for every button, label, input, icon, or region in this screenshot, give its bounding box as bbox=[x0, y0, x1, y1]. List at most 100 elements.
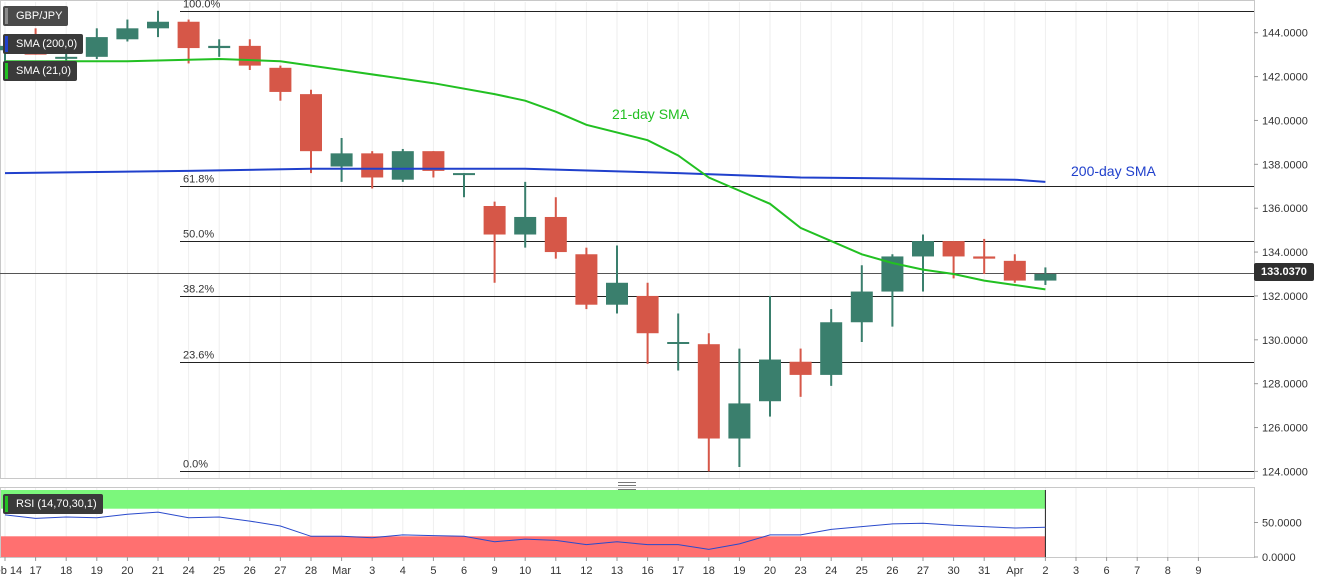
candle-body bbox=[789, 361, 812, 375]
x-tick-label: 20 bbox=[121, 565, 133, 577]
x-tick-label: 3 bbox=[369, 565, 375, 577]
axes: Feb 1417181920212425262728Mar34569101112… bbox=[0, 28, 1308, 577]
x-tick-label: 7 bbox=[1134, 565, 1140, 577]
symbol-label: GBP/JPY bbox=[3, 6, 69, 26]
candle-body bbox=[728, 403, 751, 439]
x-tick-label: 26 bbox=[244, 565, 256, 577]
rsi-overbought-zone bbox=[1, 490, 1046, 509]
sma200-annotation: 200-day SMA bbox=[1071, 163, 1156, 179]
y-tick-label: 132.0000 bbox=[1262, 291, 1308, 303]
fib-label: 100.0% bbox=[183, 0, 221, 11]
candle-body bbox=[116, 28, 139, 40]
candle-body bbox=[575, 254, 598, 305]
x-tick-label: 13 bbox=[611, 565, 623, 577]
x-tick-label: 28 bbox=[305, 565, 317, 577]
sma200-swatch bbox=[5, 36, 8, 52]
rsi-oversold-zone bbox=[1, 536, 1046, 557]
candle-body bbox=[697, 344, 720, 439]
x-tick-label: 23 bbox=[794, 565, 806, 577]
candle-body bbox=[606, 282, 628, 305]
x-tick-label: 25 bbox=[213, 565, 225, 577]
x-tick-label: 30 bbox=[947, 565, 959, 577]
candle-body bbox=[881, 256, 904, 292]
y-tick-label: 144.0000 bbox=[1262, 28, 1308, 40]
pane-resize-handle[interactable] bbox=[618, 482, 636, 490]
x-tick-label: 19 bbox=[91, 565, 103, 577]
x-tick-label: 27 bbox=[274, 565, 286, 577]
x-tick-label: 6 bbox=[461, 565, 467, 577]
candle-body bbox=[820, 322, 843, 375]
candle-body bbox=[85, 37, 108, 57]
x-tick-label: 24 bbox=[825, 565, 837, 577]
candle-body bbox=[238, 45, 261, 66]
candle-body bbox=[208, 45, 231, 49]
candle-body bbox=[483, 206, 506, 235]
y-tick-label: 142.0000 bbox=[1262, 72, 1308, 84]
grid bbox=[0, 0, 1255, 558]
candle-body bbox=[973, 256, 996, 259]
rsi-y-tick-label: 50.0000 bbox=[1262, 518, 1302, 530]
y-tick-label: 126.0000 bbox=[1262, 423, 1308, 435]
x-tick-label: 25 bbox=[856, 565, 868, 577]
y-tick-label: 124.0000 bbox=[1262, 466, 1308, 478]
sma200-line bbox=[4, 167, 1046, 183]
annotations: 21-day SMA 200-day SMA bbox=[612, 106, 1156, 179]
x-tick-label: Mar bbox=[332, 565, 351, 577]
candle-body bbox=[1003, 260, 1026, 281]
x-tick-label: 16 bbox=[641, 565, 653, 577]
x-tick-label: 9 bbox=[492, 565, 498, 577]
candle-body bbox=[514, 216, 537, 235]
rsi-legend[interactable]: RSI (14,70,30,1) bbox=[3, 494, 103, 514]
fib-label: 61.8% bbox=[183, 174, 214, 186]
x-tick-label: 21 bbox=[152, 565, 164, 577]
fib-label: 23.6% bbox=[183, 350, 214, 362]
x-tick-label: 5 bbox=[430, 565, 436, 577]
candle-body bbox=[55, 56, 78, 59]
candle-body bbox=[1034, 274, 1057, 281]
candle-body bbox=[330, 153, 353, 167]
sma21-annotation: 21-day SMA bbox=[612, 106, 690, 122]
candle-body bbox=[391, 151, 414, 180]
sma200-legend[interactable]: SMA (200,0) bbox=[3, 34, 84, 54]
candles bbox=[0, 10, 1057, 472]
x-tick-label: 6 bbox=[1104, 565, 1110, 577]
x-tick-label: 9 bbox=[1195, 565, 1201, 577]
y-tick-label: 130.0000 bbox=[1262, 335, 1308, 347]
sma-lines bbox=[4, 57, 1046, 291]
x-tick-label: 2 bbox=[1042, 565, 1048, 577]
x-tick-label: 8 bbox=[1165, 565, 1171, 577]
fib-label: 0.0% bbox=[183, 459, 208, 471]
candle-body bbox=[300, 94, 322, 152]
current-price-tag: 133.0370 bbox=[1254, 263, 1314, 281]
x-tick-label: 18 bbox=[60, 565, 72, 577]
x-tick-label: 17 bbox=[672, 565, 684, 577]
fib-label: 50.0% bbox=[183, 229, 214, 241]
rsi-line bbox=[4, 511, 1046, 550]
sma21-legend[interactable]: SMA (21,0) bbox=[3, 61, 78, 81]
candle-body bbox=[269, 67, 292, 92]
candle-body bbox=[361, 153, 384, 178]
candle-body bbox=[177, 21, 200, 49]
y-tick-label: 136.0000 bbox=[1262, 203, 1308, 215]
candle-body bbox=[759, 359, 781, 402]
candle-body bbox=[636, 295, 659, 334]
x-tick-label: 4 bbox=[400, 565, 406, 577]
fib-label: 38.2% bbox=[183, 284, 214, 296]
y-tick-label: 138.0000 bbox=[1262, 159, 1308, 171]
x-tick-label: Feb 14 bbox=[0, 565, 22, 577]
sma21-swatch bbox=[5, 63, 8, 79]
candle-body bbox=[453, 173, 475, 176]
x-tick-label: 18 bbox=[703, 565, 715, 577]
candle-body bbox=[942, 241, 965, 257]
y-tick-label: 140.0000 bbox=[1262, 115, 1308, 127]
candle-body bbox=[544, 216, 567, 253]
candle-body bbox=[912, 241, 934, 257]
x-tick-label: 17 bbox=[29, 565, 41, 577]
candle-body bbox=[422, 151, 445, 171]
sma21-line bbox=[5, 57, 1046, 291]
x-tick-label: 27 bbox=[917, 565, 929, 577]
price-pane-frame bbox=[0, 0, 1255, 479]
x-tick-label: 12 bbox=[580, 565, 592, 577]
x-tick-label: 31 bbox=[978, 565, 990, 577]
